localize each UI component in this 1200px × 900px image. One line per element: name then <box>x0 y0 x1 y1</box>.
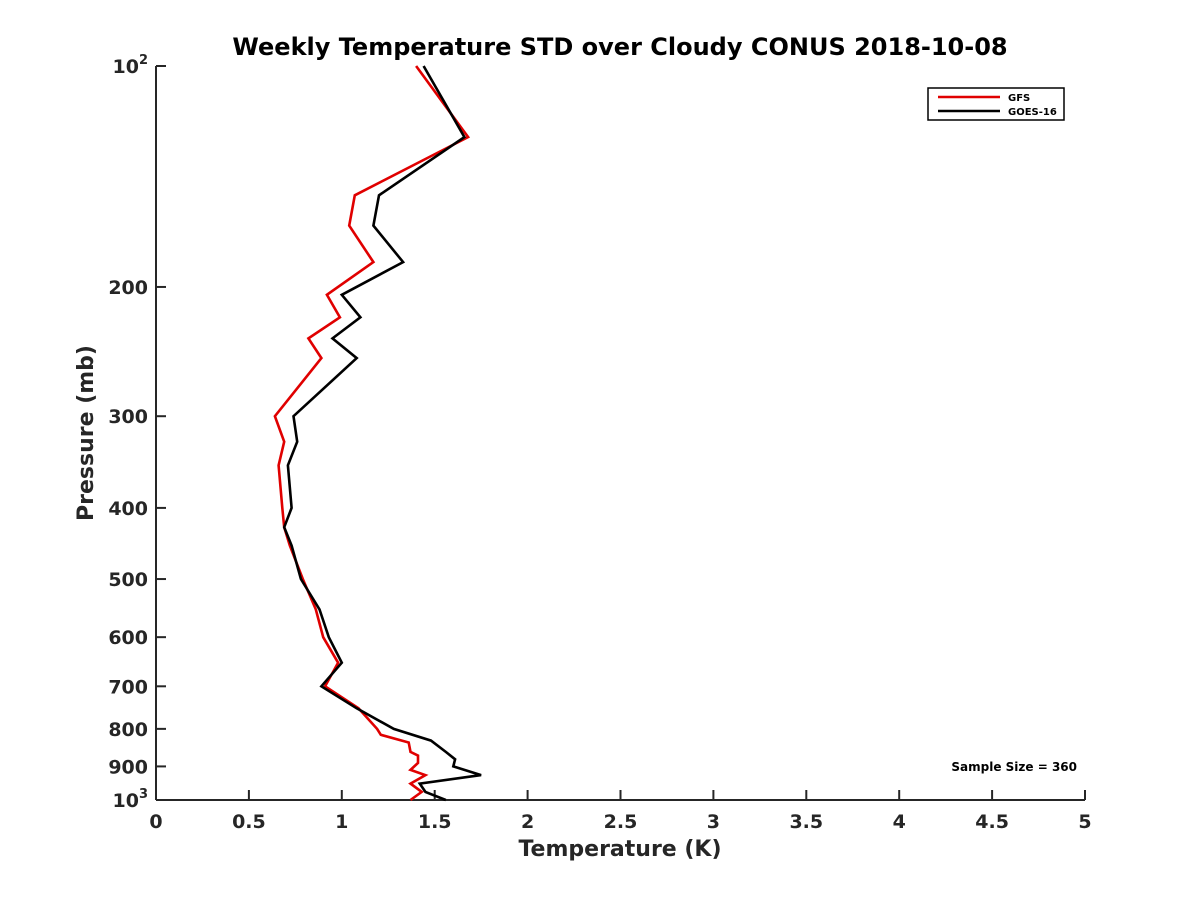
y-tick-label: 800 <box>108 719 148 741</box>
y-tick-label: 500 <box>108 569 148 591</box>
y-tick-label: 600 <box>108 627 148 649</box>
y-tick-label: 400 <box>108 498 148 520</box>
y-tick-label: 300 <box>108 406 148 428</box>
series-line-goes-16 <box>282 65 482 802</box>
x-tick-label: 2.5 <box>604 811 638 833</box>
y-tick-label: 200 <box>108 277 148 299</box>
x-tick-label: 2 <box>521 811 534 833</box>
y-axis-label: Pressure (mb) <box>74 345 99 521</box>
x-axis-label: Temperature (K) <box>518 837 721 862</box>
y-tick-label: 103 <box>113 787 149 812</box>
x-tick-label: 1 <box>335 811 348 833</box>
y-tick-label: 700 <box>108 676 148 698</box>
x-tick-label: 1.5 <box>418 811 452 833</box>
sample-size-annotation: Sample Size = 360 <box>951 760 1077 774</box>
x-tick-label: 3.5 <box>789 811 823 833</box>
y-tick-label: 102 <box>113 53 149 78</box>
x-tick-label: 3 <box>707 811 720 833</box>
chart-title: Weekly Temperature STD over Cloudy CONUS… <box>232 33 1007 61</box>
x-tick-label: 5 <box>1078 811 1091 833</box>
x-tick-label: 4.5 <box>975 811 1009 833</box>
x-tick-label: 4 <box>893 811 906 833</box>
series-line-gfs <box>273 65 471 802</box>
y-tick-label: 900 <box>108 756 148 778</box>
legend-label: GOES-16 <box>1008 107 1057 118</box>
legend-box <box>927 87 1065 121</box>
series-group <box>273 65 482 802</box>
x-tick-label: 0.5 <box>232 811 266 833</box>
x-tick-label: 0 <box>149 811 162 833</box>
legend-label: GFS <box>1008 93 1030 104</box>
legend: GFS GOES-16 <box>927 87 1065 121</box>
